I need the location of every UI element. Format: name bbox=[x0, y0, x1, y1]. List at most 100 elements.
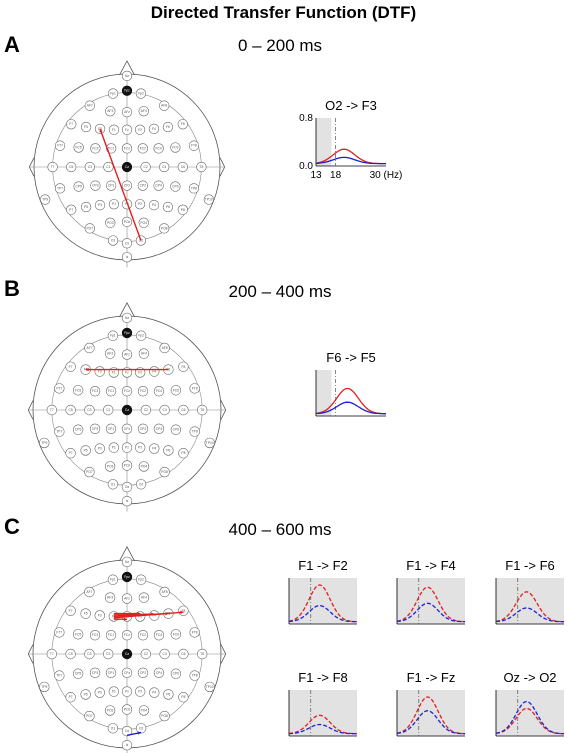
electrode-c2 bbox=[140, 648, 151, 660]
electrode-po4 bbox=[138, 461, 150, 472]
electrode-label: T7 bbox=[50, 408, 54, 412]
dtf-chart-title: Oz -> O2 bbox=[503, 670, 556, 685]
nose-icon bbox=[119, 545, 135, 562]
electrode-label: Fpz bbox=[124, 89, 130, 93]
electrode-label: F3 bbox=[98, 369, 102, 373]
electrode-label: C5 bbox=[68, 652, 72, 656]
y-max-label: 0.8 bbox=[299, 113, 313, 124]
electrode-label: F5 bbox=[84, 125, 88, 129]
electrode-iz bbox=[121, 495, 133, 507]
dtf-chart-title: F1 -> F8 bbox=[298, 670, 348, 685]
electrode-cp1 bbox=[105, 423, 117, 434]
electrode-label: AF4 bbox=[141, 596, 147, 600]
electrode-f8 bbox=[178, 361, 189, 372]
electrode-p4 bbox=[149, 687, 160, 698]
electrode-label: Cz bbox=[125, 652, 129, 656]
electrode-fc3 bbox=[89, 386, 101, 397]
electrode-label: CP3 bbox=[92, 184, 99, 188]
electrode-label: POz bbox=[124, 707, 131, 711]
electrode-label: TP8 bbox=[191, 186, 197, 190]
series-red bbox=[495, 707, 565, 735]
electrode-label: Iz bbox=[126, 499, 129, 503]
electrode-label: PO3 bbox=[107, 464, 114, 468]
electrode-label: CP5 bbox=[75, 185, 82, 189]
electrode-label: FC4 bbox=[156, 389, 162, 393]
dtf-chart-title: F6 -> F5 bbox=[326, 350, 376, 365]
electrode-label: TP7 bbox=[56, 674, 62, 678]
electrode-label: C3 bbox=[88, 165, 92, 169]
electrode-label: CPz bbox=[124, 671, 131, 675]
electrode-label: C1 bbox=[106, 652, 110, 656]
series-blue bbox=[495, 607, 564, 623]
electrode-label: CP5 bbox=[75, 428, 82, 432]
electrode-label: F7 bbox=[69, 122, 73, 126]
electrode-label: CP2 bbox=[140, 427, 147, 431]
electrode-label: TP9 bbox=[41, 441, 47, 445]
electrode-label: TP10 bbox=[205, 198, 213, 202]
electrode-cp1 bbox=[106, 180, 117, 191]
dtf-chart-title: O2 -> F3 bbox=[325, 98, 377, 113]
electrode-label: C1 bbox=[106, 408, 110, 412]
electrode-p8 bbox=[178, 692, 189, 703]
electrode-f8 bbox=[177, 119, 188, 130]
electrode-c6 bbox=[178, 404, 189, 416]
electrode-label: PO8 bbox=[161, 714, 168, 718]
electrode-t7 bbox=[46, 648, 57, 660]
electrode-p5 bbox=[80, 201, 92, 213]
electrode-c6 bbox=[178, 648, 189, 660]
electrode-label: PO4 bbox=[141, 708, 148, 712]
electrode-label: F8 bbox=[181, 365, 185, 369]
electrode-label: O2 bbox=[139, 238, 144, 242]
electrode-cp6 bbox=[170, 181, 181, 192]
electrode-iz bbox=[121, 739, 133, 751]
figure-title: Directed Transfer Function (DTF) bbox=[150, 3, 417, 22]
electrode-cp2 bbox=[137, 180, 148, 191]
electrode-label: TP10 bbox=[206, 441, 214, 445]
electrode-label: FC5 bbox=[76, 145, 82, 149]
panel-c-time: 400 – 600 ms bbox=[228, 520, 332, 539]
electrode-ft8 bbox=[189, 383, 200, 394]
electrode-label: F4 bbox=[152, 613, 156, 617]
electrode-label: T7 bbox=[50, 652, 54, 656]
electrode-f1 bbox=[108, 124, 120, 135]
electrode-tp7 bbox=[54, 426, 65, 437]
electrode-p5 bbox=[80, 689, 91, 700]
electrode-label: P7 bbox=[69, 695, 73, 699]
electrode-po8 bbox=[159, 710, 170, 722]
electrode-po8 bbox=[159, 223, 170, 234]
grey-band bbox=[289, 690, 357, 736]
electrode-label: P6 bbox=[166, 205, 170, 209]
electrode-label: AF8 bbox=[162, 346, 168, 350]
electrode-label: AFz bbox=[124, 110, 130, 114]
electrode-p3 bbox=[94, 199, 106, 211]
electrode-label: FC1 bbox=[108, 389, 114, 393]
grey-band bbox=[397, 690, 465, 736]
electrode-c4 bbox=[159, 648, 170, 660]
electrode-cp2 bbox=[137, 423, 149, 434]
electrode-label: Nz bbox=[125, 74, 129, 78]
electrode-pz bbox=[121, 686, 133, 697]
electrode-p2 bbox=[134, 442, 146, 453]
electrode-af3 bbox=[105, 106, 116, 117]
electrode-cp3 bbox=[89, 423, 101, 434]
electrode-af4 bbox=[138, 106, 149, 117]
dtf-chart-c3: F1 -> F6 bbox=[495, 558, 564, 625]
electrode-cp4 bbox=[153, 423, 165, 434]
electrode-label: Fz bbox=[125, 370, 129, 374]
electrode-label: C3 bbox=[87, 652, 91, 656]
electrode-cpz bbox=[121, 667, 133, 678]
electrode-label: F7 bbox=[69, 365, 73, 369]
electrode-tp7 bbox=[54, 183, 66, 194]
nose-icon bbox=[119, 301, 135, 318]
electrode-fpz bbox=[121, 85, 133, 96]
electrode-po3 bbox=[105, 217, 116, 228]
electrode-label: Oz bbox=[125, 485, 130, 489]
electrode-label: O1 bbox=[111, 238, 116, 242]
electrode-label: P8 bbox=[181, 208, 185, 212]
electrode-p6 bbox=[163, 445, 174, 456]
electrode-label: F8 bbox=[181, 609, 185, 613]
electrode-label: F4 bbox=[152, 369, 156, 373]
electrode-afz bbox=[121, 593, 133, 604]
electrode-label: P7 bbox=[69, 451, 73, 455]
electrode-cz bbox=[121, 648, 133, 660]
